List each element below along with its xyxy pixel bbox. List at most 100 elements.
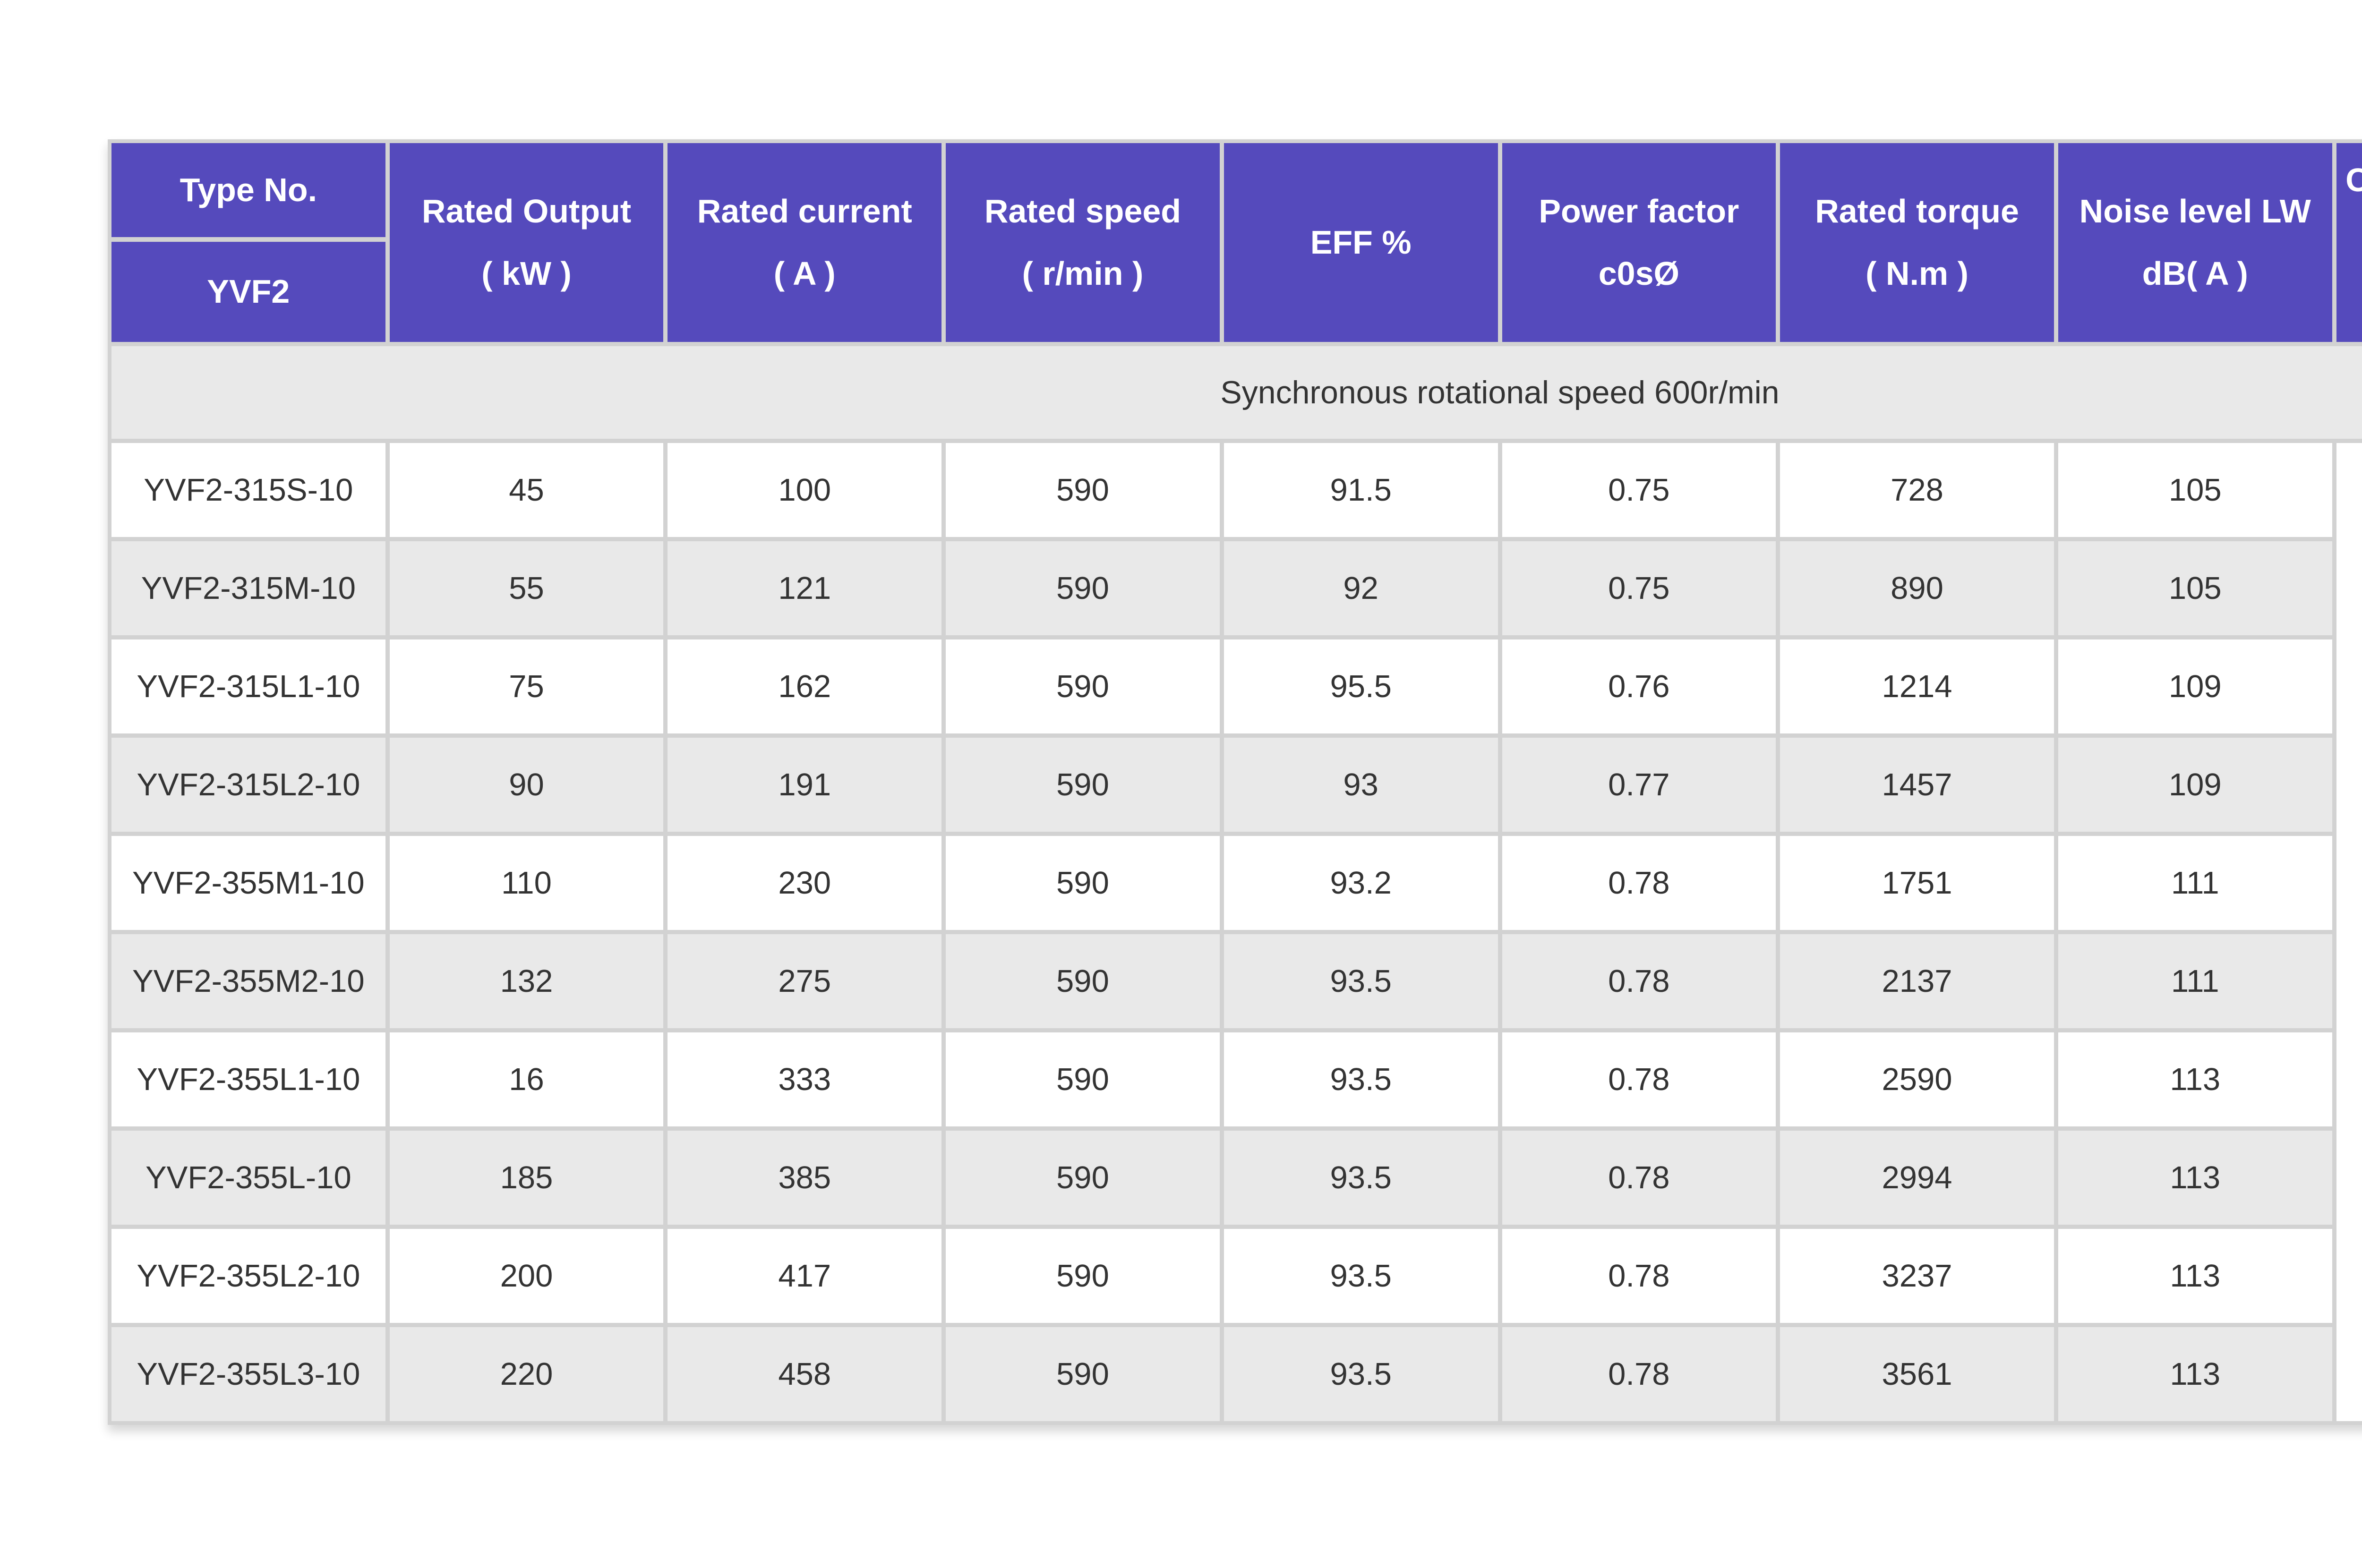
row-5-power-factor: 0.78 xyxy=(1502,934,1776,1028)
header-cell-rated-speed: Rated speed ( r/min ) xyxy=(946,143,1220,342)
row-3-type-no: YVF2-315L2-10 xyxy=(111,738,385,832)
row-9-type-no: YVF2-355L3-10 xyxy=(111,1327,385,1421)
subtitle-synchronous-speed: Synchronous rotational speed 600r/min xyxy=(111,346,2362,439)
row-3-rated-output: 90 xyxy=(389,738,664,832)
row-4-rated-torque: 1751 xyxy=(1780,836,2054,930)
row-8-noise-level: 113 xyxy=(2058,1229,2332,1323)
row-5-noise-level: 111 xyxy=(2058,934,2332,1028)
row-2-noise-level: 109 xyxy=(2058,639,2332,733)
row-8-rated-speed: 590 xyxy=(946,1229,1220,1323)
header-line: ( N.m ) xyxy=(1866,255,1968,292)
row-9-noise-level: 113 xyxy=(2058,1327,2332,1421)
row-7-rated-speed: 590 xyxy=(946,1131,1220,1225)
header-line: Rated current xyxy=(697,193,912,230)
row-8-rated-current: 417 xyxy=(668,1229,942,1323)
row-2-rated-torque: 1214 xyxy=(1780,639,2054,733)
header-line: Rated speed xyxy=(984,193,1181,230)
row-2-eff: 95.5 xyxy=(1224,639,1498,733)
row-0-type-no: YVF2-315S-10 xyxy=(111,443,385,537)
row-4-rated-speed: 590 xyxy=(946,836,1220,930)
row-3-rated-speed: 590 xyxy=(946,738,1220,832)
header-cell-power-factor: Power factor c0sØ xyxy=(1502,143,1776,342)
header-cell-type-no: Type No. YVF2 xyxy=(111,143,385,342)
row-4-type-no: YVF2-355M1-10 xyxy=(111,836,385,930)
row-1-rated-current: 121 xyxy=(668,541,942,635)
row-3-rated-current: 191 xyxy=(668,738,942,832)
row-4-power-factor: 0.78 xyxy=(1502,836,1776,930)
row-8-rated-output: 200 xyxy=(389,1229,664,1323)
row-7-rated-output: 185 xyxy=(389,1131,664,1225)
row-1-power-factor: 0.75 xyxy=(1502,541,1776,635)
constant-torque-range-value: 5-50 xyxy=(2336,443,2362,1421)
row-7-rated-torque: 2994 xyxy=(1780,1131,2054,1225)
row-2-rated-current: 162 xyxy=(668,639,942,733)
row-0-rated-torque: 728 xyxy=(1780,443,2054,537)
row-2-power-factor: 0.76 xyxy=(1502,639,1776,733)
row-4-eff: 93.2 xyxy=(1224,836,1498,930)
header-line: Power factor xyxy=(1539,193,1739,230)
header-cell-constant-torque-range: Constant torque Frequency Range Hz xyxy=(2336,143,2362,342)
row-6-eff: 93.5 xyxy=(1224,1032,1498,1126)
row-1-eff: 92 xyxy=(1224,541,1498,635)
row-9-rated-speed: 590 xyxy=(946,1327,1220,1421)
header-line: EFF % xyxy=(1310,223,1412,261)
row-6-noise-level: 113 xyxy=(2058,1032,2332,1126)
row-5-rated-speed: 590 xyxy=(946,934,1220,1028)
row-5-rated-torque: 2137 xyxy=(1780,934,2054,1028)
row-8-eff: 93.5 xyxy=(1224,1229,1498,1323)
header-line: ( r/min ) xyxy=(1022,255,1144,292)
row-8-rated-torque: 3237 xyxy=(1780,1229,2054,1323)
row-1-rated-output: 55 xyxy=(389,541,664,635)
header-line: dB( A ) xyxy=(2142,255,2248,292)
row-2-type-no: YVF2-315L1-10 xyxy=(111,639,385,733)
row-5-eff: 93.5 xyxy=(1224,934,1498,1028)
row-6-type-no: YVF2-355L1-10 xyxy=(111,1032,385,1126)
row-3-rated-torque: 1457 xyxy=(1780,738,2054,832)
row-9-rated-torque: 3561 xyxy=(1780,1327,2054,1421)
row-9-power-factor: 0.78 xyxy=(1502,1327,1776,1421)
header-line: c0sØ xyxy=(1598,255,1679,292)
header-cell-rated-torque: Rated torque ( N.m ) xyxy=(1780,143,2054,342)
row-9-rated-output: 220 xyxy=(389,1327,664,1421)
row-5-type-no: YVF2-355M2-10 xyxy=(111,934,385,1028)
header-line: ( A ) xyxy=(773,255,836,292)
row-3-noise-level: 109 xyxy=(2058,738,2332,832)
row-7-noise-level: 113 xyxy=(2058,1131,2332,1225)
header-line: ( kW ) xyxy=(481,255,572,292)
row-1-noise-level: 105 xyxy=(2058,541,2332,635)
row-6-power-factor: 0.78 xyxy=(1502,1032,1776,1126)
row-0-rated-output: 45 xyxy=(389,443,664,537)
row-1-type-no: YVF2-315M-10 xyxy=(111,541,385,635)
row-0-rated-speed: 590 xyxy=(946,443,1220,537)
row-2-rated-output: 75 xyxy=(389,639,664,733)
row-5-rated-current: 275 xyxy=(668,934,942,1028)
row-0-eff: 91.5 xyxy=(1224,443,1498,537)
row-7-type-no: YVF2-355L-10 xyxy=(111,1131,385,1225)
row-6-rated-torque: 2590 xyxy=(1780,1032,2054,1126)
row-1-rated-torque: 890 xyxy=(1780,541,2054,635)
row-3-power-factor: 0.77 xyxy=(1502,738,1776,832)
row-6-rated-current: 333 xyxy=(668,1032,942,1126)
row-8-type-no: YVF2-355L2-10 xyxy=(111,1229,385,1323)
row-7-eff: 93.5 xyxy=(1224,1131,1498,1225)
row-6-rated-speed: 590 xyxy=(946,1032,1220,1126)
header-cell-noise-level: Noise level LW dB( A ) xyxy=(2058,143,2332,342)
row-2-rated-speed: 590 xyxy=(946,639,1220,733)
row-0-power-factor: 0.75 xyxy=(1502,443,1776,537)
header-line: Constant torque xyxy=(2345,162,2362,199)
row-6-rated-output: 16 xyxy=(389,1032,664,1126)
header-line: Noise level LW xyxy=(2079,193,2311,230)
row-4-rated-output: 110 xyxy=(389,836,664,930)
header-cell-rated-current: Rated current ( A ) xyxy=(668,143,942,342)
header-cell-eff: EFF % xyxy=(1224,143,1498,342)
row-4-rated-current: 230 xyxy=(668,836,942,930)
row-0-rated-current: 100 xyxy=(668,443,942,537)
header-cell-rated-output: Rated Output ( kW ) xyxy=(389,143,664,342)
header-line: Rated torque xyxy=(1815,193,2019,230)
row-1-rated-speed: 590 xyxy=(946,541,1220,635)
row-4-noise-level: 111 xyxy=(2058,836,2332,930)
header-line: Rated Output xyxy=(421,193,632,230)
row-7-power-factor: 0.78 xyxy=(1502,1131,1776,1225)
header-type-no-label: Type No. xyxy=(111,143,385,237)
row-0-noise-level: 105 xyxy=(2058,443,2332,537)
